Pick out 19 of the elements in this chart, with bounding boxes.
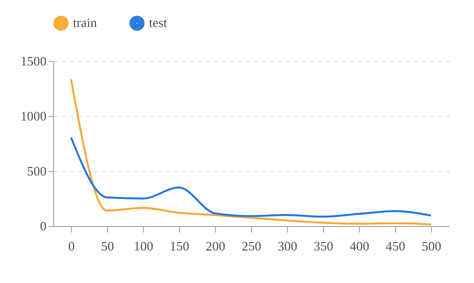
x-tick-label: 50 — [101, 238, 114, 254]
y-tick-label: 1000 — [20, 108, 46, 124]
x-tick-label: 100 — [134, 238, 154, 254]
y-tick-label: 500 — [27, 164, 46, 178]
x-tick-label: 400 — [350, 238, 370, 254]
legend-label: test — [149, 15, 168, 30]
x-tick-label: 300 — [278, 238, 298, 254]
x-tick-label: 250 — [242, 238, 262, 254]
line-series — [70, 78, 432, 226]
x-tick-label: 0 — [68, 238, 75, 254]
line-series — [70, 136, 432, 218]
y-tick-label: 0 — [40, 218, 46, 234]
x-tick-label: 350 — [314, 238, 334, 254]
x-tick-label: 150 — [170, 238, 190, 254]
x-tick-label: 450 — [386, 238, 406, 254]
legend-label: train — [73, 15, 98, 30]
x-tick-label: 200 — [206, 238, 226, 254]
x-tick-label: 500 — [422, 238, 442, 254]
y-tick-label: 1500 — [20, 54, 46, 68]
